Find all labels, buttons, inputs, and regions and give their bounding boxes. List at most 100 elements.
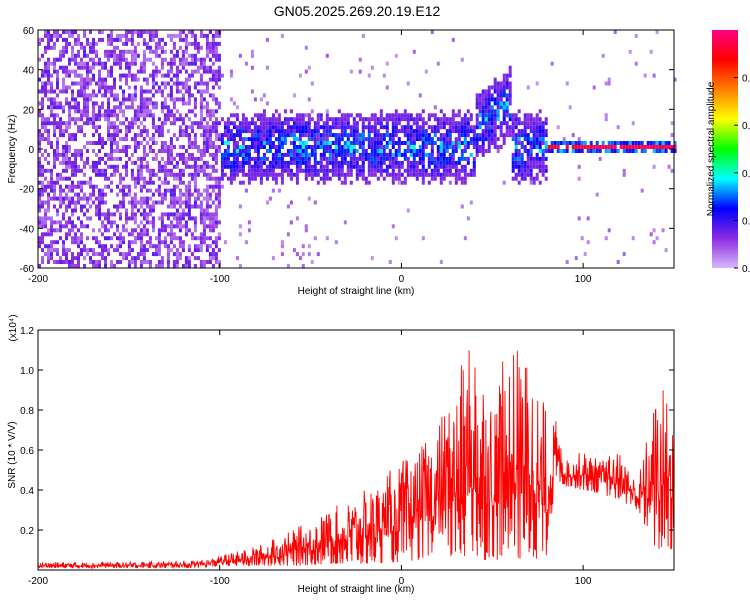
spectrogram-cell xyxy=(127,232,131,237)
spectrogram-cell xyxy=(196,164,200,169)
spectrogram-cell xyxy=(244,125,248,130)
spectrogram-cell xyxy=(77,180,80,185)
spectrogram-cell xyxy=(157,85,161,90)
spectrogram-cell xyxy=(472,164,476,169)
spectrogram-cell xyxy=(104,117,107,122)
spectrogram-cell xyxy=(62,133,65,138)
spectrogram-cell xyxy=(104,172,107,177)
spectrogram-cell xyxy=(217,65,221,70)
spectrogram-cell xyxy=(157,129,161,134)
spectrogram-cell xyxy=(98,105,101,110)
spectrogram-cell xyxy=(505,85,509,90)
spectrogram-cell xyxy=(475,105,479,110)
spectrogram-cell xyxy=(181,129,185,134)
spectrogram-cell xyxy=(119,240,122,245)
spectrogram-cell xyxy=(439,121,443,126)
spectrogram-cell xyxy=(59,117,62,122)
spectrogram-cell xyxy=(304,168,308,173)
spectrogram-cell xyxy=(80,113,83,118)
spectrogram-cell xyxy=(457,172,461,177)
spectrogram-cell xyxy=(319,156,323,161)
spectrogram-cell xyxy=(484,121,488,126)
spectrogram-cell xyxy=(481,133,485,138)
spectrogram-cell xyxy=(56,208,59,213)
spectrogram-cell xyxy=(310,149,314,153)
spectrogram-cell xyxy=(577,176,581,181)
spectrogram-cell xyxy=(142,65,146,70)
spectrogram-cell xyxy=(38,145,41,149)
spectrogram-cell xyxy=(307,252,311,257)
spectrogram-cell xyxy=(145,260,149,264)
spectrogram-cell xyxy=(442,113,446,118)
spectrogram-cell xyxy=(304,156,308,161)
spectrogram-cell xyxy=(175,220,179,225)
spectrogram-cell xyxy=(409,141,413,145)
spectrogram-cell xyxy=(74,192,77,197)
spectrogram-cell xyxy=(145,216,149,221)
spectrogram-cell xyxy=(310,152,314,157)
spectrogram-cell xyxy=(196,145,200,149)
spectrogram-cell xyxy=(265,164,269,169)
spectrogram-cell xyxy=(487,89,491,94)
spectrogram-cell xyxy=(56,212,59,217)
spectrogram-cell xyxy=(107,156,110,161)
spectrogram-cell xyxy=(181,145,185,149)
spectrogram-cell xyxy=(322,133,326,138)
spectrogram-cell xyxy=(445,172,449,177)
spectrogram-cell xyxy=(86,61,89,66)
spectrogram-cell xyxy=(154,49,158,54)
spectrogram-cell xyxy=(241,149,245,153)
spectrogram-cell xyxy=(253,149,257,153)
spectrogram-cell xyxy=(133,264,137,268)
spectrogram-cell xyxy=(448,180,452,185)
spectrogram-cell xyxy=(349,160,353,165)
spectrogram-cell xyxy=(484,89,488,94)
spectrogram-cell xyxy=(151,85,155,90)
spectrogram-cell xyxy=(274,160,278,165)
spectrogram-cell xyxy=(340,121,344,126)
spectrogram-cell xyxy=(367,129,371,134)
spectrogram-cell xyxy=(181,180,185,185)
spectrogram-cell xyxy=(271,256,275,261)
spectrogram-cell xyxy=(475,141,479,145)
spectrogram-cell xyxy=(41,125,44,130)
spectrogram-cell xyxy=(202,236,206,241)
spectrogram-cell xyxy=(151,228,155,233)
spectrogram-cell xyxy=(95,41,98,46)
spectrogram-cell xyxy=(214,49,218,54)
spectrogram-cell xyxy=(640,145,644,149)
spectrogram-cell xyxy=(214,149,218,153)
spectrogram-cell xyxy=(394,113,398,118)
spectrogram-cell xyxy=(523,125,527,130)
spectrogram-cell xyxy=(334,145,338,149)
spectrogram-cell xyxy=(475,133,479,138)
spectrogram-cell xyxy=(652,149,656,153)
spectrogram-cell xyxy=(86,149,89,153)
spectrogram-cell xyxy=(529,137,533,142)
spectrogram-cell xyxy=(104,85,107,90)
spectrogram-cell xyxy=(110,41,113,46)
spectrogram-cell xyxy=(157,192,161,197)
spectrogram-cell xyxy=(373,141,377,145)
spectrogram-cell xyxy=(301,252,305,257)
spectrogram-cell xyxy=(77,236,80,241)
spectrogram-cell xyxy=(454,125,458,130)
spectrogram-cell xyxy=(133,260,137,264)
spectrogram-cell xyxy=(208,252,212,257)
spectrogram-cell xyxy=(202,141,206,145)
spectrogram-cell xyxy=(202,133,206,138)
spectrogram-cell xyxy=(259,133,263,138)
spectrogram-cell xyxy=(151,156,155,161)
spectrogram-cell xyxy=(172,73,176,78)
spectrogram-cell xyxy=(358,164,362,169)
spectrogram-cell xyxy=(199,33,203,38)
spectrogram-cell xyxy=(484,97,488,102)
spectrogram-cell xyxy=(80,248,83,253)
spectrogram-cell xyxy=(454,168,458,173)
spectrogram-cell xyxy=(122,49,125,54)
spectrogram-cell xyxy=(310,129,314,134)
spectrogram-cell xyxy=(448,152,452,157)
spectrogram-cell xyxy=(262,172,266,177)
spectrogram-cell xyxy=(187,61,191,66)
spectrogram-cell xyxy=(145,248,149,253)
